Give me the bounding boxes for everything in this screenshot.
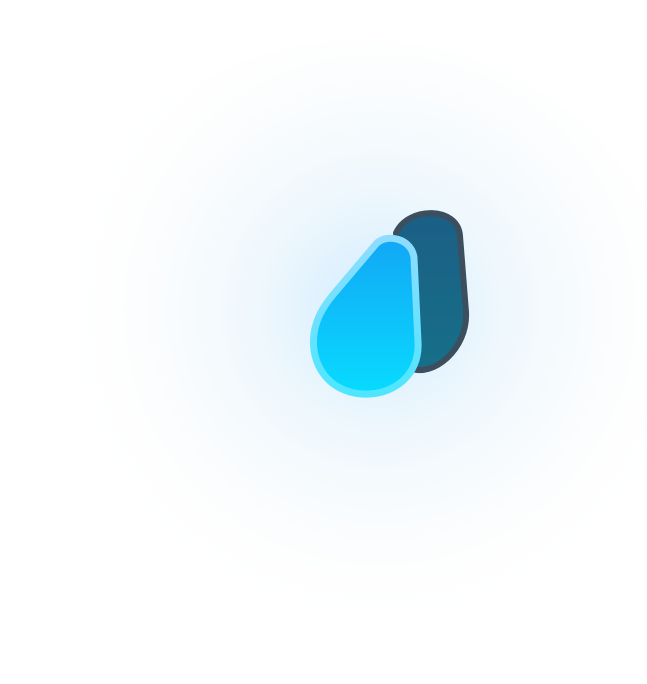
front-drop-shape (310, 234, 422, 398)
droplets-icon (310, 210, 470, 398)
